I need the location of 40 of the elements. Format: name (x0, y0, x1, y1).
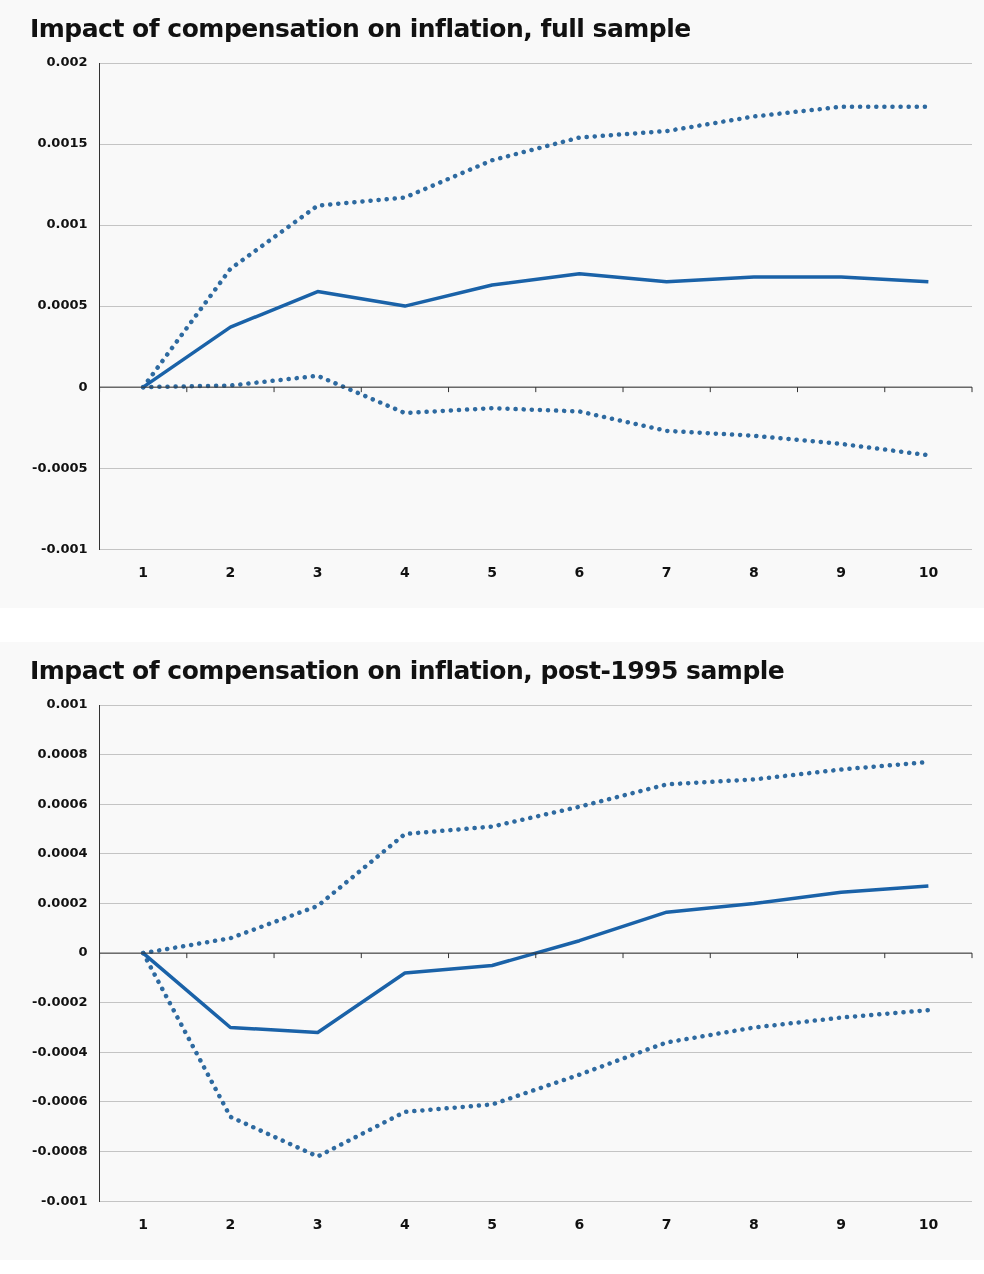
y-tick-label: -0.0006 (32, 1093, 88, 1109)
y-tick-label: -0.0002 (32, 994, 88, 1010)
x-tick-label: 2 (225, 1216, 236, 1233)
x-tick-label: 7 (661, 1216, 672, 1233)
x-tick-label: 1 (138, 564, 149, 581)
x-tick-label: 6 (574, 564, 585, 581)
y-tick-label: 0.0006 (37, 795, 88, 811)
y-tick-label: 0.002 (46, 54, 88, 70)
x-tick-label: 7 (661, 564, 672, 581)
x-tick-label: 5 (487, 564, 498, 581)
y-tick-label: 0.0004 (37, 845, 88, 861)
y-tick-label: 0.001 (46, 216, 88, 232)
y-tick-label: 0.001 (46, 696, 88, 712)
y-tick-label: 0.0015 (37, 135, 88, 151)
x-tick-label: 4 (400, 564, 411, 581)
x-tick-label: 8 (749, 564, 759, 581)
x-tick-label: 5 (487, 1216, 498, 1233)
y-tick-label: -0.0004 (32, 1043, 88, 1059)
x-tick-label: 6 (574, 1216, 585, 1233)
x-tick-label: 3 (312, 564, 323, 581)
x-tick-label: 8 (749, 1216, 759, 1233)
chart-title: Impact of compensation on inflation, post-1995 sample (30, 656, 786, 685)
x-tick-label: 10 (918, 564, 939, 581)
x-tick-label: 10 (918, 1216, 939, 1233)
y-tick-label: 0.0008 (37, 745, 88, 761)
y-tick-label: 0.0002 (37, 894, 88, 910)
y-tick-label: 0 (78, 944, 88, 960)
x-tick-label: 9 (836, 564, 847, 581)
y-tick-label: -0.0005 (32, 459, 88, 475)
chart-title: Impact of compensation on inflation, full sample (30, 14, 692, 43)
y-tick-label: 0.0005 (37, 297, 88, 313)
x-tick-label: 4 (400, 1216, 411, 1233)
x-tick-label: 9 (836, 1216, 847, 1233)
y-tick-label: 0 (78, 378, 88, 394)
y-tick-label: -0.001 (41, 540, 88, 556)
y-tick-label: -0.001 (41, 1192, 88, 1208)
x-tick-label: 3 (312, 1216, 323, 1233)
x-tick-label: 2 (225, 564, 236, 581)
x-tick-label: 1 (138, 1216, 149, 1233)
y-tick-label: -0.0008 (32, 1142, 88, 1158)
